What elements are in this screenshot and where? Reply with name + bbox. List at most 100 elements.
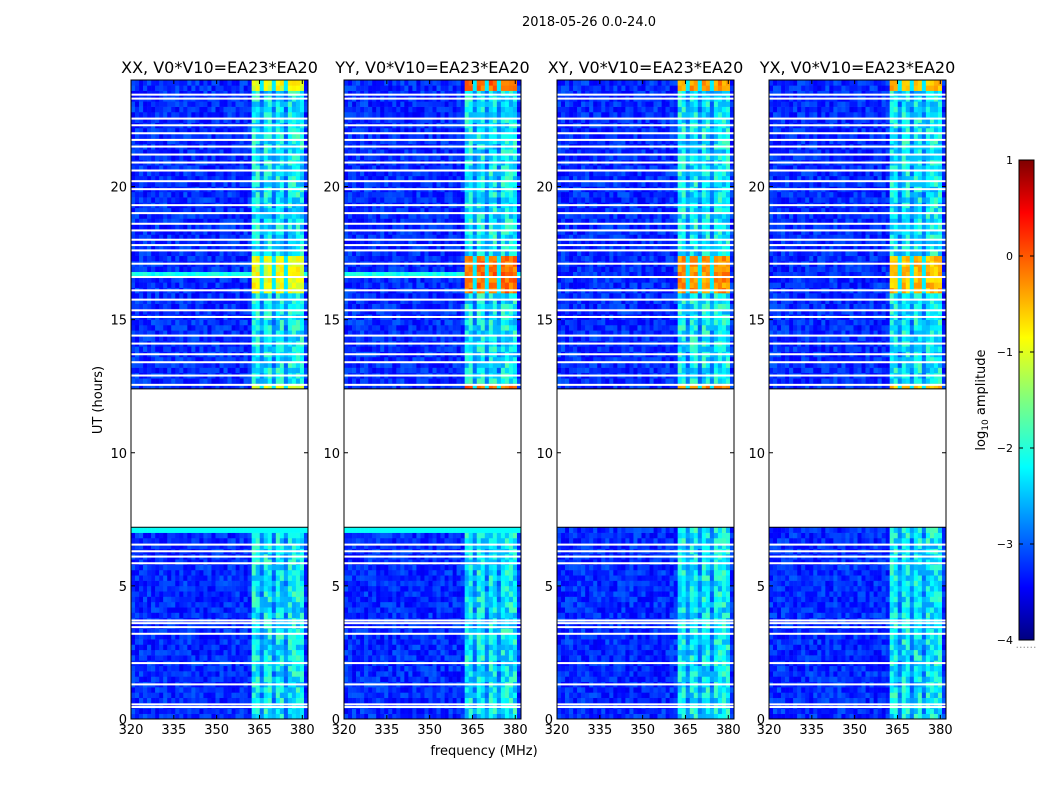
- heatmap-cell: [151, 612, 156, 619]
- heatmap-cell: [215, 527, 220, 533]
- heatmap-cell: [271, 154, 277, 161]
- heatmap-cell: [163, 181, 168, 187]
- heatmap-cell: [215, 181, 220, 187]
- heatmap-cell: [279, 569, 285, 576]
- heatmap-cell: [424, 671, 429, 677]
- heatmap-cell: [243, 90, 248, 97]
- heatmap-cell: [131, 85, 136, 91]
- heatmap-cell: [187, 580, 192, 587]
- heatmap-cell: [207, 255, 212, 262]
- heatmap-cell: [295, 703, 301, 709]
- heatmap-cell: [175, 703, 180, 709]
- heatmap-cell: [199, 293, 204, 299]
- heatmap-cell: [199, 298, 204, 304]
- heatmap-cell: [223, 319, 228, 326]
- heatmap-cell: [255, 319, 261, 326]
- heatmap-cell: [408, 633, 413, 640]
- heatmap-cell: [424, 676, 429, 683]
- heatmap-cell: [167, 175, 172, 182]
- heatmap-cell: [368, 665, 373, 672]
- heatmap-cell: [179, 271, 184, 278]
- heatmap-cell: [207, 628, 212, 635]
- heatmap-cell: [303, 213, 309, 219]
- heatmap-cell: [360, 687, 365, 693]
- heatmap-cell: [388, 623, 393, 629]
- heatmap-cell: [239, 596, 244, 603]
- heatmap-cell: [207, 655, 212, 661]
- heatmap-cell: [303, 191, 309, 198]
- heatmap-cell: [299, 181, 305, 187]
- heatmap-cell: [131, 703, 136, 709]
- heatmap-cell: [143, 149, 148, 155]
- heatmap-cell: [223, 106, 228, 113]
- heatmap-cell: [279, 133, 285, 139]
- heatmap-cell: [271, 676, 277, 683]
- heatmap-cell: [223, 175, 228, 182]
- heatmap-cell: [275, 319, 281, 326]
- heatmap-cell: [179, 665, 184, 672]
- heatmap-cell: [131, 282, 136, 288]
- heatmap-cell: [243, 80, 248, 86]
- heatmap-cell: [456, 639, 461, 645]
- heatmap-cell: [259, 676, 265, 683]
- heatmap-cell: [388, 708, 393, 714]
- heatmap-cell: [207, 303, 212, 310]
- heatmap-cell: [179, 181, 184, 187]
- heatmap-cell: [199, 633, 204, 640]
- heatmap-cell: [247, 676, 252, 683]
- heatmap-cell: [215, 127, 220, 134]
- heatmap-cell: [159, 277, 164, 283]
- heatmap-cell: [488, 649, 494, 656]
- heatmap-cell: [159, 229, 164, 235]
- heatmap-cell: [356, 713, 361, 720]
- heatmap-cell: [159, 319, 164, 326]
- heatmap-cell: [283, 335, 289, 342]
- heatmap-cell: [219, 80, 224, 86]
- heatmap-cell: [131, 255, 136, 262]
- heatmap-cell: [235, 383, 240, 390]
- heatmap-cell: [271, 170, 277, 177]
- heatmap-cell: [275, 165, 281, 171]
- heatmap-cell: [303, 607, 309, 613]
- heatmap-cell: [191, 229, 196, 235]
- heatmap-cell: [167, 133, 172, 139]
- heatmap-cell: [275, 149, 281, 155]
- heatmap-cell: [356, 623, 361, 629]
- heatmap-cell: [147, 330, 152, 336]
- heatmap-cell: [243, 234, 248, 241]
- heatmap-cell: [275, 569, 281, 576]
- heatmap-cell: [372, 671, 377, 677]
- heatmap-cell: [143, 303, 148, 310]
- heatmap-cell: [255, 697, 261, 704]
- heatmap-cell: [299, 234, 305, 241]
- heatmap-cell: [135, 575, 140, 581]
- heatmap-cell: [287, 383, 293, 390]
- heatmap-cell: [295, 346, 301, 352]
- heatmap-cell: [259, 601, 265, 608]
- heatmap-cell: [259, 346, 265, 352]
- heatmap-cell: [163, 671, 168, 677]
- heatmap-cell: [279, 383, 285, 390]
- heatmap-cell: [223, 197, 228, 203]
- heatmap-cell: [263, 101, 269, 107]
- heatmap-cell: [207, 234, 212, 241]
- heatmap-cell: [287, 133, 293, 139]
- heatmap-cell: [199, 692, 204, 699]
- heatmap-cell: [159, 628, 164, 635]
- heatmap-cell: [211, 671, 216, 677]
- heatmap-cell: [211, 585, 216, 592]
- heatmap-cell: [143, 639, 148, 645]
- heatmap-cell: [504, 703, 510, 709]
- heatmap-cell: [167, 559, 172, 565]
- heatmap-cell: [275, 532, 281, 539]
- heatmap-cell: [135, 687, 140, 693]
- heatmap-cell: [159, 644, 164, 651]
- heatmap-cell: [135, 90, 140, 97]
- heatmap-cell: [143, 197, 148, 203]
- heatmap-cell: [259, 127, 265, 134]
- heatmap-cell: [243, 111, 248, 118]
- heatmap-cell: [187, 255, 192, 262]
- heatmap-cell: [219, 665, 224, 672]
- heatmap-cell: [283, 101, 289, 107]
- heatmap-cell: [380, 623, 385, 629]
